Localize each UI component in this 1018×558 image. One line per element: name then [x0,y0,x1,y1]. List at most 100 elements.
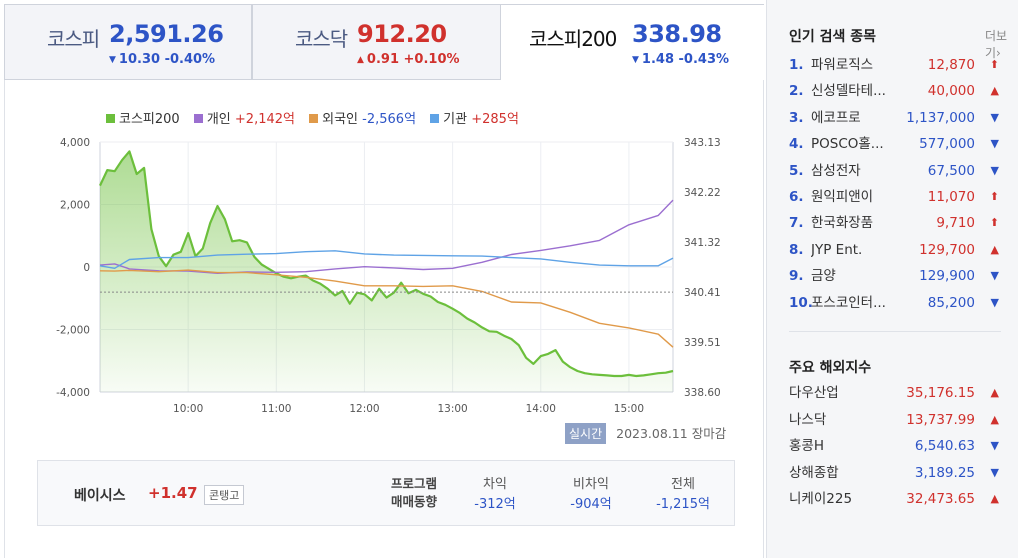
y-left-tick-label: -4,000 [56,387,90,399]
stock-rank: 5. [789,162,804,179]
tab-kospi200-name: 코스피200 [529,27,617,51]
popular-stock-item[interactable]: 7. 한국화장품 9,710 ⬆ [789,210,1001,236]
y-left-tick-label: 2,000 [60,200,90,212]
stock-rank: 8. [789,241,804,258]
tab-kospi-change: 10.30 -0.40% [109,52,215,67]
stock-name: 파워로직스 [811,57,874,73]
legend-kospi200: 코스피200 [106,108,180,127]
stock-price: 85,200 [927,294,975,311]
index-tabs: 코스피 2,591.26 10.30 -0.40% 코스닥 912.20 0.9… [4,4,764,80]
x-tick-label: 15:00 [614,403,644,415]
chevron-right-icon: › [996,46,1001,60]
popular-stock-item[interactable]: 10. 포스코인터... 85,200 ▼ [789,290,1001,316]
tab-kospi200[interactable]: 코스피200 338.98 1.48 -0.43% [501,4,764,80]
legend-foreign: 외국인 -2,566억 [309,108,416,127]
down-triangle-icon: ▼ [990,269,999,283]
stock-rank: 2. [789,83,804,100]
y-left-tick-label: 0 [83,262,90,274]
upper-limit-arrow-icon: ⬆ [989,216,999,230]
tab-kosdaq-change: 0.91 +0.10% [357,52,460,67]
down-triangle-icon: ▼ [990,439,999,453]
basis-label: 베이시스 [74,488,126,504]
stock-rank: 9. [789,268,804,285]
legend-swatch-individual [193,114,203,123]
chart-footer: 실시간 2023.08.11 장마감 [565,423,726,444]
up-triangle-icon: ▲ [990,84,999,98]
popular-stock-item[interactable]: 5. 삼성전자 67,500 ▼ [789,158,1001,184]
stock-price: 1,137,000 [906,109,975,126]
global-index-item[interactable]: 홍콩H 6,540.63 ▼ [789,433,1001,460]
popular-stock-item[interactable]: 6. 원익피앤이 11,070 ⬆ [789,184,1001,210]
global-index-item[interactable]: 나스닥 13,737.99 ▲ [789,407,1001,434]
global-index-item[interactable]: 니케이225 32,473.65 ▲ [789,486,1001,513]
y-right-tick-label: 343.13 [684,137,721,149]
tab-kosdaq-name: 코스닥 [295,27,348,51]
x-tick-label: 13:00 [437,403,467,415]
basis-program-box: 베이시스 +1.47 콘탱고 프로그램 매매동향 차익 -312억 비차익 -9… [37,460,735,526]
kospi200-investor-chart: 4,000 2,000 0 -2,000 -4,000 343.13 342.22 341.3… [56,137,721,415]
x-tick-label: 14:00 [526,403,556,415]
popular-stock-item[interactable]: 4. POSCO홀... 577,000 ▼ [789,131,1001,157]
program-arbitrage: 차익 -312억 [474,477,516,512]
x-tick-label: 11:00 [261,403,291,415]
stock-rank: 1. [789,57,804,73]
tab-kospi[interactable]: 코스피 2,591.26 10.30 -0.40% [4,4,252,80]
upper-limit-arrow-icon: ⬆ [989,58,999,71]
program-total: 전체 -1,215억 [656,477,710,512]
x-tick-label: 10:00 [173,403,203,415]
global-index-name: 니케이225 [789,491,853,508]
y-right-tick-label: 338.60 [684,387,721,399]
stock-name: POSCO홀... [811,136,884,153]
y-right-tick-label: 339.51 [684,337,721,349]
global-index-price: 3,189.25 [914,464,975,481]
realtime-badge[interactable]: 실시간 [565,423,607,444]
tab-kosdaq[interactable]: 코스닥 912.20 0.91 +0.10% [252,4,501,80]
legend-swatch-institution [430,114,440,123]
contango-tag: 콘탱고 [204,485,245,505]
stock-price: 9,710 [936,215,975,232]
stock-name: 포스코인터... [811,294,886,311]
upper-limit-arrow-icon: ⬆ [989,189,999,203]
down-triangle-icon: ▼ [990,137,999,151]
program-trading-title: 프로그램 매매동향 [391,476,438,509]
legend-individual: 개인 +2,142억 [193,108,295,127]
stock-rank: 4. [789,136,804,153]
global-indices-list: 다우산업 35,176.15 ▲ 나스닥 13,737.99 ▲ 홍콩H 6,540.63 ▼ 상… [789,380,1001,513]
global-index-item[interactable]: 다우산업 35,176.15 ▲ [789,380,1001,407]
market-status: 장마감 [691,426,727,441]
foreign-line [99,269,674,348]
down-triangle-icon: ▼ [990,295,999,309]
stock-name: 한국화장품 [811,215,874,232]
popular-stock-item[interactable]: 3. 에코프로 1,137,000 ▼ [789,105,1001,131]
popular-stock-item[interactable]: 2. 신성델타테... 40,000 ▲ [789,78,1001,104]
chart-datetime: 2023.08.11 [616,426,688,441]
stock-name: 에코프로 [811,109,861,126]
chart-legend: 코스피200 개인 +2,142억 외국인 -2,566억 기관 +285억 [106,108,529,127]
stock-rank: 7. [789,215,804,232]
stock-rank: 10. [789,294,813,311]
popular-stock-item[interactable]: 1. 파워로직스 12,870 ⬆ [789,52,1001,78]
down-triangle-icon: ▼ [990,465,999,479]
basis-value: +1.47 [148,484,198,502]
stock-name: 원익피앤이 [811,188,874,205]
y-left-tick-label: -2,000 [56,325,90,337]
global-index-price: 35,176.15 [906,385,975,401]
more-link[interactable]: 더보기› [985,29,1008,60]
stock-price: 12,870 [927,57,975,73]
global-index-item[interactable]: 상해종합 3,189.25 ▼ [789,460,1001,487]
chart-panel [4,80,764,558]
global-indices-title: 주요 해외지수 [789,360,872,376]
down-triangle-icon: ▼ [990,163,999,177]
up-triangle-icon: ▲ [990,492,999,506]
popular-stocks-title: 인기 검색 종목 [789,29,877,45]
y-right-tick-label: 341.32 [684,237,721,249]
popular-stock-item[interactable]: 9. 금양 129,900 ▼ [789,263,1001,289]
legend-institution: 기관 +285억 [430,108,519,127]
stock-price: 67,500 [927,162,975,179]
popular-stock-item[interactable]: 8. JYP Ent. 129,700 ▲ [789,237,1001,263]
tab-kospi200-change: 1.48 -0.43% [632,52,729,67]
sidebar-divider [789,331,1001,332]
kospi200-line [99,150,674,378]
stock-name: JYP Ent. [811,241,863,258]
tab-kospi-value: 2,591.26 [109,20,224,48]
